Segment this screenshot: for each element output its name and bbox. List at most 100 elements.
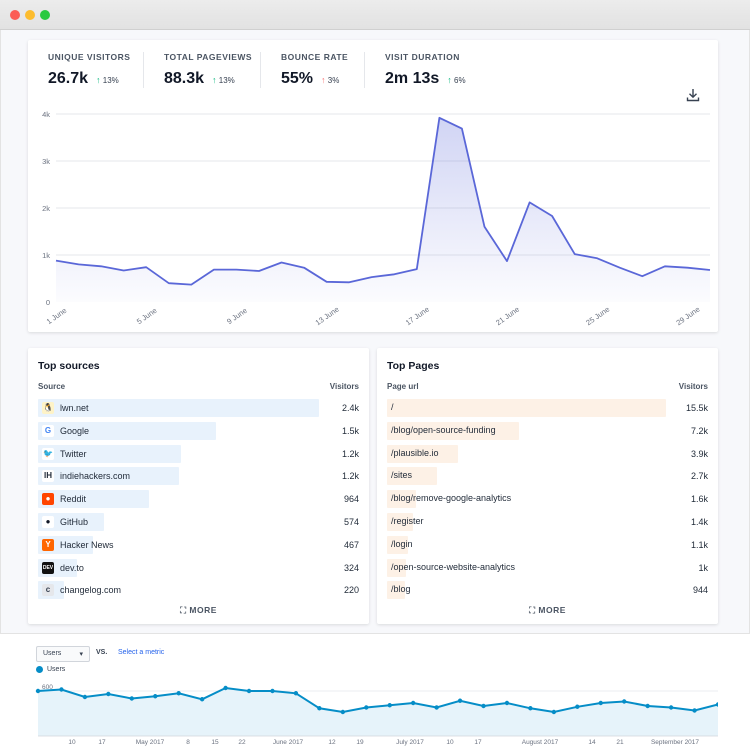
data-point[interactable] [153, 694, 158, 699]
page-row[interactable]: / 15.5k [387, 398, 708, 421]
stat-visit-duration[interactable]: VISIT DURATION 2m 13s ↑ 6% [385, 52, 466, 98]
data-point[interactable] [347, 280, 352, 285]
source-row[interactable]: 🐦 Twitter 1.2k [38, 444, 359, 467]
source-label[interactable]: ● GitHub [42, 515, 88, 528]
data-point[interactable] [505, 259, 510, 264]
source-label[interactable]: IH indiehackers.com [42, 470, 130, 483]
data-point[interactable] [598, 700, 603, 706]
data-point[interactable] [144, 265, 149, 270]
maximize-window-button[interactable] [40, 10, 50, 20]
source-row[interactable]: G Google 1.5k [38, 421, 359, 444]
data-point[interactable] [234, 267, 239, 272]
data-point[interactable] [99, 264, 104, 269]
page-label[interactable]: /blog/remove-google-analytics [391, 493, 511, 503]
data-point[interactable] [482, 224, 487, 229]
data-point[interactable] [256, 268, 261, 273]
metric-select[interactable]: Users ▾ [36, 646, 90, 662]
data-point[interactable] [622, 699, 627, 704]
data-point[interactable] [528, 706, 533, 711]
page-row[interactable]: /sites 2.7k [387, 466, 708, 489]
data-point[interactable] [437, 115, 442, 120]
page-row[interactable]: /blog/remove-google-analytics 1.6k [387, 489, 708, 512]
data-point[interactable] [340, 709, 346, 715]
data-point[interactable] [54, 258, 59, 263]
source-label[interactable]: Y Hacker News [42, 538, 114, 551]
stat-bounce-rate[interactable]: BOUNCE RATE 55% ↑ 3% [281, 52, 348, 98]
data-point[interactable] [176, 691, 181, 696]
page-row[interactable]: /login 1.1k [387, 535, 708, 558]
page-label[interactable]: /blog/open-source-funding [391, 425, 496, 435]
data-point[interactable] [692, 708, 697, 713]
page-label[interactable]: /plausible.io [391, 448, 439, 458]
page-row[interactable]: /register 1.4k [387, 512, 708, 535]
data-point[interactable] [481, 703, 486, 709]
page-row[interactable]: /open-source-website-analytics 1k [387, 558, 708, 581]
page-label[interactable]: /login [391, 539, 413, 549]
stat-total-pageviews[interactable]: TOTAL PAGEVIEWS 88.3k ↑ 13% [164, 52, 252, 98]
data-point[interactable] [59, 687, 64, 692]
data-point[interactable] [364, 705, 369, 710]
source-label[interactable]: DEV dev.to [42, 561, 84, 574]
data-point[interactable] [715, 702, 718, 707]
data-point[interactable] [82, 694, 88, 700]
data-point[interactable] [551, 709, 557, 715]
data-point[interactable] [211, 267, 216, 272]
data-point[interactable] [199, 697, 205, 702]
page-label[interactable]: /sites [391, 470, 412, 480]
source-label[interactable]: 🐦 Twitter [42, 447, 87, 460]
data-point[interactable] [595, 256, 600, 261]
minimize-window-button[interactable] [25, 10, 35, 20]
page-row[interactable]: /blog 944 [387, 580, 708, 603]
source-row[interactable]: c changelog.com 220 [38, 580, 359, 603]
data-point[interactable] [121, 268, 126, 273]
data-point[interactable] [504, 700, 510, 706]
select-metric-link[interactable]: Select a metric [118, 649, 165, 656]
source-label[interactable]: c changelog.com [42, 584, 121, 597]
data-point[interactable] [369, 275, 374, 280]
source-row[interactable]: IH indiehackers.com 1.2k [38, 466, 359, 489]
data-point[interactable] [414, 267, 419, 272]
data-point[interactable] [293, 691, 299, 696]
page-label[interactable]: / [391, 402, 394, 412]
data-point[interactable] [246, 688, 252, 694]
source-label[interactable]: 🐧 lwn.net [42, 402, 89, 414]
data-point[interactable] [662, 264, 667, 269]
source-label[interactable]: G Google [42, 424, 89, 437]
source-label[interactable]: ● Reddit [42, 493, 86, 506]
data-point[interactable] [572, 252, 577, 257]
source-row[interactable]: Y Hacker News 467 [38, 535, 359, 558]
page-label[interactable]: /open-source-website-analytics [391, 562, 515, 572]
data-point[interactable] [459, 126, 464, 131]
data-point[interactable] [35, 688, 41, 694]
data-point[interactable] [645, 703, 650, 709]
data-point[interactable] [317, 706, 322, 711]
page-label[interactable]: /register [391, 516, 424, 526]
source-row[interactable]: 🐧 lwn.net 2.4k [38, 398, 359, 421]
data-point[interactable] [685, 265, 690, 270]
data-point[interactable] [302, 265, 307, 270]
data-point[interactable] [223, 685, 228, 691]
data-point[interactable] [106, 691, 111, 697]
data-point[interactable] [392, 272, 397, 277]
data-point[interactable] [387, 703, 392, 708]
page-row[interactable]: /plausible.io 3.9k [387, 444, 708, 467]
data-point[interactable] [575, 704, 580, 709]
data-point[interactable] [527, 200, 532, 205]
source-row[interactable]: ● GitHub 574 [38, 512, 359, 535]
close-window-button[interactable] [10, 10, 20, 20]
page-label[interactable]: /blog [391, 584, 411, 594]
data-point[interactable] [324, 279, 329, 284]
pages-more-button[interactable]: ⛶ MORE [529, 605, 566, 615]
data-point[interactable] [76, 262, 81, 267]
data-point[interactable] [129, 696, 134, 701]
data-point[interactable] [270, 688, 275, 694]
data-point[interactable] [166, 281, 171, 286]
stat-unique-visitors[interactable]: UNIQUE VISITORS 26.7k ↑ 13% [48, 52, 130, 98]
visitors-graph[interactable]: 0 1k 2k 3k 4k 1 June 5 June 9 June 13 June 17 Jun… [28, 40, 718, 332]
download-icon[interactable] [686, 88, 700, 102]
data-point[interactable] [410, 700, 416, 706]
sources-more-button[interactable]: ⛶ MORE [180, 605, 217, 615]
data-point[interactable] [617, 265, 622, 270]
source-row[interactable]: DEV dev.to 324 [38, 558, 359, 581]
data-point[interactable] [434, 705, 439, 710]
